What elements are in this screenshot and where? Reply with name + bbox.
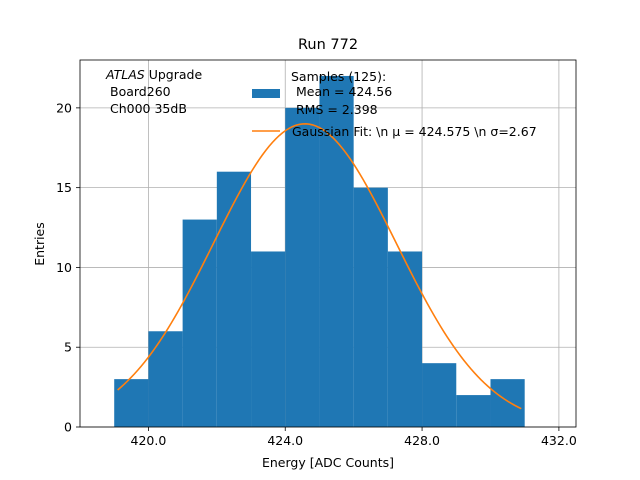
x-tick-label-3: 432.0 [541,433,577,448]
legend-histogram-swatch [252,89,280,98]
histogram-bar-11 [490,379,525,427]
legend: Samples (125): Mean = 424.56 RMS = 2.398… [252,69,537,139]
y-tick-label-1: 5 [64,340,72,355]
legend-fit-label: Gaussian Fit: \n μ = 424.575 \n σ=2.67 [292,124,537,139]
x-tick-label-2: 428.0 [404,433,440,448]
histogram-bar-4 [251,251,286,427]
histogram-bar-5 [285,107,320,427]
gaussian-fit-curve [117,123,522,410]
gaussian-fit [117,123,522,410]
y-tick-label-3: 15 [56,180,72,195]
y-axis-label: Entries [32,222,47,266]
atlas-upgrade: Upgrade [145,67,203,82]
atlas-board-label: Board260 [110,84,171,99]
atlas-channel-label: Ch000 35dB [110,101,187,116]
histogram-bar-0 [114,379,149,427]
atlas-annotation: ATLAS Upgrade Board260 Ch000 35dB [105,67,202,116]
histogram-bar-10 [456,395,491,427]
y-tick-label-0: 0 [64,420,72,435]
x-tick-label-1: 424.0 [267,433,303,448]
chart-title: Run 772 [298,37,358,53]
histogram-bar-1 [148,331,183,427]
x-axis-label: Energy [ADC Counts] [262,455,394,470]
legend-title: Samples (125): [291,69,386,84]
legend-rms: RMS = 2.398 [296,102,378,117]
histogram-bar-7 [353,187,388,427]
histogram-bar-2 [182,219,217,427]
axis-ticks: 420.0 424.0 428.0 432.0 0 5 10 15 20 [56,100,577,448]
x-tick-label-0: 420.0 [131,433,167,448]
histogram-bars [114,75,525,428]
y-tick-label-2: 10 [56,260,72,275]
atlas-italic: ATLAS [105,67,145,82]
histogram-bar-6 [319,75,354,428]
histogram-bar-8 [387,251,423,427]
plot-frame [79,59,577,428]
histogram-bar-3 [216,171,252,427]
atlas-label-line1: ATLAS Upgrade [105,67,202,82]
y-tick-label-4: 20 [56,100,72,115]
legend-mean: Mean = 424.56 [296,84,392,99]
histogram-bar-9 [422,363,457,427]
